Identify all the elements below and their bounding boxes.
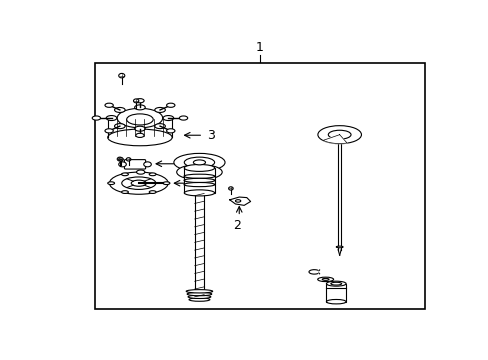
Ellipse shape xyxy=(107,182,114,185)
Ellipse shape xyxy=(179,116,187,120)
Polygon shape xyxy=(323,135,346,144)
Text: 3: 3 xyxy=(206,129,214,142)
Ellipse shape xyxy=(114,108,125,112)
Ellipse shape xyxy=(183,178,214,183)
Circle shape xyxy=(117,157,122,161)
Text: 2: 2 xyxy=(233,219,241,232)
Ellipse shape xyxy=(163,116,173,121)
Ellipse shape xyxy=(126,114,153,125)
Ellipse shape xyxy=(184,190,214,196)
Ellipse shape xyxy=(188,295,210,298)
Ellipse shape xyxy=(183,174,214,178)
Text: 1: 1 xyxy=(256,41,264,54)
Ellipse shape xyxy=(166,103,175,107)
Ellipse shape xyxy=(235,200,240,202)
Ellipse shape xyxy=(183,183,214,186)
Ellipse shape xyxy=(163,182,169,185)
Ellipse shape xyxy=(119,162,126,167)
Ellipse shape xyxy=(149,191,156,193)
FancyBboxPatch shape xyxy=(124,159,145,169)
Ellipse shape xyxy=(176,165,222,180)
Circle shape xyxy=(119,158,123,161)
Ellipse shape xyxy=(122,177,156,189)
Ellipse shape xyxy=(166,129,175,133)
Ellipse shape xyxy=(184,157,214,168)
Ellipse shape xyxy=(134,105,145,110)
Ellipse shape xyxy=(136,99,144,103)
Circle shape xyxy=(228,187,233,190)
Ellipse shape xyxy=(122,191,128,193)
Ellipse shape xyxy=(322,278,328,280)
Text: 4: 4 xyxy=(201,177,209,190)
Polygon shape xyxy=(229,197,250,205)
Ellipse shape xyxy=(189,298,209,301)
Ellipse shape xyxy=(105,129,113,133)
Bar xyxy=(95,63,424,309)
Ellipse shape xyxy=(326,281,346,286)
Ellipse shape xyxy=(184,165,214,171)
Ellipse shape xyxy=(174,153,224,171)
Circle shape xyxy=(126,158,131,161)
Ellipse shape xyxy=(136,170,144,174)
Ellipse shape xyxy=(154,108,165,112)
Ellipse shape xyxy=(109,172,168,194)
Bar xyxy=(326,284,346,302)
Circle shape xyxy=(119,73,124,78)
Ellipse shape xyxy=(134,126,145,131)
Ellipse shape xyxy=(92,116,101,120)
Ellipse shape xyxy=(149,173,156,176)
Circle shape xyxy=(133,99,139,103)
Ellipse shape xyxy=(186,290,212,293)
Ellipse shape xyxy=(336,246,343,248)
Ellipse shape xyxy=(327,130,350,139)
Ellipse shape xyxy=(107,129,172,146)
Ellipse shape xyxy=(131,180,146,186)
Ellipse shape xyxy=(326,300,346,304)
Ellipse shape xyxy=(122,173,128,176)
Ellipse shape xyxy=(330,282,341,285)
Ellipse shape xyxy=(114,123,125,129)
Ellipse shape xyxy=(143,162,151,167)
Ellipse shape xyxy=(317,277,333,282)
Ellipse shape xyxy=(106,116,117,121)
Ellipse shape xyxy=(154,123,165,129)
Ellipse shape xyxy=(187,292,211,296)
Ellipse shape xyxy=(193,160,205,165)
Ellipse shape xyxy=(117,108,163,128)
Ellipse shape xyxy=(317,126,361,144)
Bar xyxy=(184,168,214,193)
Ellipse shape xyxy=(136,133,144,138)
Text: 5: 5 xyxy=(188,157,196,170)
Ellipse shape xyxy=(105,103,113,107)
